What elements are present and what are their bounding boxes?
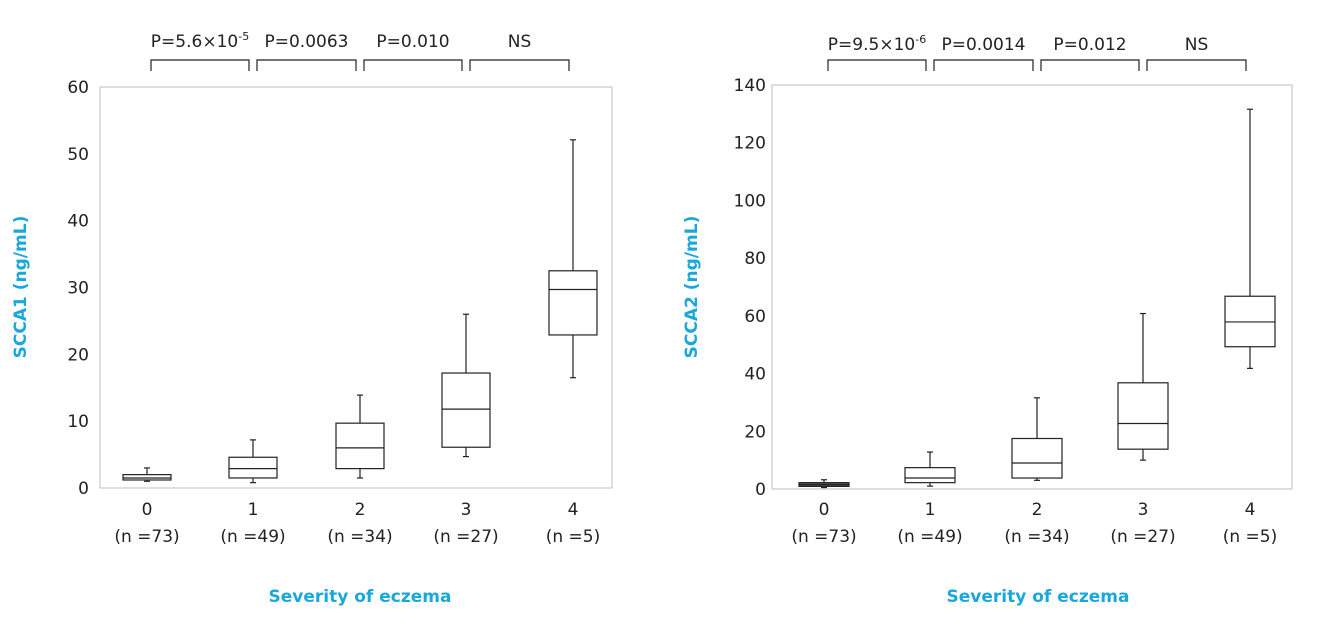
y-tick-label: 60 xyxy=(67,78,89,98)
y-tick-label: 0 xyxy=(78,479,89,499)
p-value-label: P=0.0014 xyxy=(942,35,1026,55)
x-categories: 0 (n =73) 1 (n =49) 2 (n =34) 3 (n =27) 4 (n =5) xyxy=(791,500,1277,547)
boxplot xyxy=(1117,312,1169,461)
boxplot xyxy=(122,467,172,482)
significance-bracket xyxy=(933,59,1034,71)
y-tick-label: 10 xyxy=(67,412,89,432)
significance-brackets: P=5.6×10-5 P=0.0063 P=0.010 NS xyxy=(150,30,570,71)
iqr-box xyxy=(548,270,598,336)
boxplot xyxy=(441,313,491,458)
scca1-panel: SCCA1 (ng/mL) Severity of eczema 0102030… xyxy=(11,30,613,607)
x-category-n: (n =34) xyxy=(1004,527,1069,547)
p-value-label: P=0.0063 xyxy=(265,32,349,52)
x-category-n: (n =73) xyxy=(114,527,179,547)
significance-bracket xyxy=(827,59,927,71)
x-axis-title: Severity of eczema xyxy=(947,587,1130,607)
x-category-label: 2 xyxy=(355,500,366,520)
y-tick-label: 20 xyxy=(744,422,766,442)
x-categories: 0 (n =73) 1 (n =49) 2 (n =34) 3 (n =27) 4 (n =5) xyxy=(114,500,600,547)
boxplots xyxy=(798,108,1276,489)
x-category-n: (n =73) xyxy=(791,527,856,547)
x-category-n: (n =49) xyxy=(220,527,285,547)
p-value-exponent: -6 xyxy=(915,33,926,46)
x-category-label: 0 xyxy=(142,500,153,520)
p-value-text: P=0.0014 xyxy=(942,35,1026,55)
p-value-text: P=0.010 xyxy=(376,32,449,52)
scca2-panel: SCCA2 (ng/mL) Severity of eczema 0204060… xyxy=(682,33,1293,607)
iqr-box xyxy=(441,372,491,448)
significance-bracket xyxy=(1040,59,1140,71)
x-category-n: (n =27) xyxy=(433,527,498,547)
iqr-box xyxy=(904,467,956,484)
x-category-label: 4 xyxy=(1245,500,1256,520)
y-axis-title: SCCA1 (ng/mL) xyxy=(11,216,31,359)
significance-bracket xyxy=(469,59,570,71)
y-tick-label: 30 xyxy=(67,279,89,299)
p-value-text: NS xyxy=(508,32,532,52)
y-tick-label: 140 xyxy=(734,76,766,96)
x-category-label: 1 xyxy=(925,500,936,520)
y-ticks: 0 20 40 60 80 100 120 140 xyxy=(734,76,766,500)
x-axis-title: Severity of eczema xyxy=(269,587,452,607)
p-value-text: P=0.0063 xyxy=(265,32,349,52)
y-tick-label: 40 xyxy=(67,212,89,232)
y-tick-label: 80 xyxy=(744,249,766,269)
p-value-text: P=0.012 xyxy=(1053,35,1126,55)
plot-frame xyxy=(99,86,613,489)
p-value-exponent: -5 xyxy=(238,30,249,43)
iqr-box xyxy=(228,456,278,479)
iqr-box xyxy=(1117,382,1169,450)
p-value-label: NS xyxy=(508,32,532,52)
significance-bracket xyxy=(256,59,357,71)
x-category-n: (n =34) xyxy=(327,527,392,547)
iqr-box xyxy=(122,474,172,481)
significance-bracket xyxy=(150,59,250,71)
y-axis-title: SCCA2 (ng/mL) xyxy=(682,216,702,359)
boxplot xyxy=(228,439,278,484)
p-value-label: P=9.5×10-6 xyxy=(828,33,926,55)
y-tick-label: 20 xyxy=(67,345,89,365)
p-value-label: P=0.010 xyxy=(376,32,449,52)
x-category-n: (n =27) xyxy=(1110,527,1175,547)
boxplot xyxy=(548,139,598,379)
iqr-box xyxy=(335,422,385,470)
plot-frame xyxy=(771,84,1293,490)
y-tick-label: 100 xyxy=(734,191,766,211)
x-category-label: 3 xyxy=(461,500,472,520)
y-ticks: 0 10 20 30 40 50 60 xyxy=(67,78,89,499)
x-category-label: 1 xyxy=(248,500,259,520)
y-tick-label: 0 xyxy=(755,480,766,500)
boxplot xyxy=(1011,397,1063,481)
x-category-n: (n =5) xyxy=(1223,527,1278,547)
boxplot xyxy=(904,451,956,487)
p-value-label: P=0.012 xyxy=(1053,35,1126,55)
boxplot xyxy=(335,394,385,479)
x-category-label: 2 xyxy=(1032,500,1043,520)
x-category-n: (n =5) xyxy=(546,527,601,547)
p-value-text: P=9.5×10 xyxy=(828,35,915,55)
y-tick-label: 50 xyxy=(67,145,89,165)
boxplot xyxy=(798,479,850,489)
x-category-label: 0 xyxy=(819,500,830,520)
boxplots xyxy=(122,139,598,484)
significance-brackets: P=9.5×10-6 P=0.0014 P=0.012 NS xyxy=(827,33,1247,71)
significance-bracket xyxy=(1146,59,1247,71)
significance-bracket xyxy=(363,59,463,71)
y-tick-label: 40 xyxy=(744,365,766,385)
x-category-n: (n =49) xyxy=(897,527,962,547)
x-category-label: 4 xyxy=(568,500,579,520)
y-tick-label: 60 xyxy=(744,307,766,327)
p-value-text: P=5.6×10 xyxy=(151,32,238,52)
p-value-label: P=5.6×10-5 xyxy=(151,30,249,52)
p-value-text: NS xyxy=(1185,35,1209,55)
p-value-label: NS xyxy=(1185,35,1209,55)
y-tick-label: 120 xyxy=(734,134,766,154)
x-category-label: 3 xyxy=(1138,500,1149,520)
boxplot xyxy=(1224,108,1276,369)
iqr-box xyxy=(1011,437,1063,479)
